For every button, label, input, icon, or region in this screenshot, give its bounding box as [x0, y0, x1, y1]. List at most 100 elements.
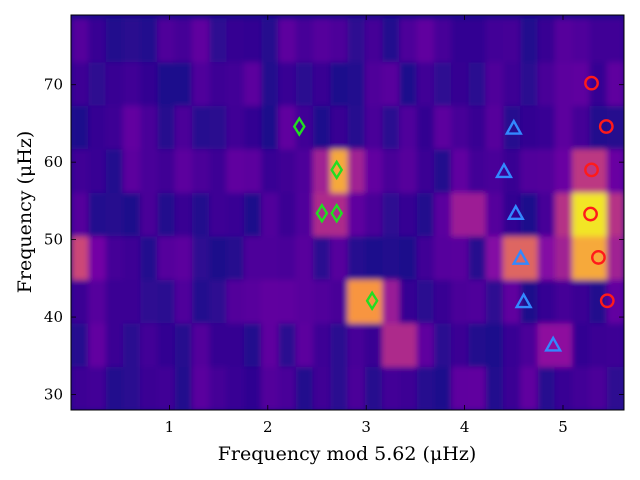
heatmap-cell — [520, 366, 539, 410]
heatmap-cell — [278, 366, 297, 410]
heatmap-cell — [451, 18, 469, 63]
heatmap-cell — [537, 18, 556, 63]
heatmap-cell — [71, 148, 89, 193]
heatmap-cell — [330, 366, 348, 410]
heatmap-cell — [312, 366, 331, 410]
heatmap-cell — [382, 148, 400, 193]
heatmap-cell — [589, 192, 608, 237]
heatmap-cell — [191, 192, 210, 237]
heatmap-cell — [71, 105, 89, 150]
heatmap-cell — [485, 18, 504, 63]
heatmap-cell — [572, 18, 590, 63]
heatmap-cell — [606, 192, 624, 237]
heatmap-cell — [157, 322, 176, 367]
y-tick-label: 50 — [44, 231, 63, 249]
heatmap-cell — [261, 18, 279, 63]
heatmap-cell — [88, 61, 107, 106]
heatmap-cell — [451, 322, 469, 367]
heatmap-cell — [589, 18, 608, 63]
heatmap-cell — [122, 322, 141, 367]
heatmap-cell — [520, 18, 539, 63]
heatmap-cell — [554, 192, 573, 237]
heatmap-cell — [226, 279, 245, 324]
heatmap-cell — [364, 279, 383, 324]
heatmap-cell — [174, 61, 193, 106]
heatmap-cell — [140, 279, 158, 324]
heatmap-cell — [191, 235, 210, 280]
heatmap-cell — [191, 366, 210, 410]
heatmap-cell — [503, 279, 521, 324]
heatmap-cell — [71, 192, 89, 237]
heatmap-cell — [451, 279, 469, 324]
heatmap-cell — [312, 322, 331, 367]
heatmap-cell — [364, 235, 383, 280]
heatmap-cell — [71, 322, 89, 367]
heatmap-cell — [382, 18, 400, 63]
heatmap-cell — [209, 61, 228, 106]
heatmap-cell — [174, 105, 193, 150]
heatmap-cell — [88, 18, 107, 63]
heatmap-cell — [243, 192, 262, 237]
heatmap-cell — [347, 235, 366, 280]
heatmap-cell — [416, 148, 435, 193]
power-heatmap — [71, 15, 624, 410]
heatmap-cell — [209, 18, 228, 63]
heatmap-cell — [399, 105, 418, 150]
circle-marker — [598, 119, 614, 134]
heatmap-cell — [520, 322, 539, 367]
heatmap-cell — [364, 322, 383, 367]
diamond-marker — [365, 290, 379, 312]
heatmap-cell — [209, 148, 228, 193]
heatmap-cell — [157, 279, 176, 324]
heatmap-cell — [157, 61, 176, 106]
heatmap-cell — [71, 235, 89, 280]
heatmap-cell — [243, 105, 262, 150]
heatmap-cell — [209, 279, 228, 324]
heatmap-cell — [174, 192, 193, 237]
heatmap-cell — [105, 192, 124, 237]
heatmap-cell — [191, 279, 210, 324]
heatmap-cell — [572, 366, 590, 410]
heatmap-cell — [330, 105, 348, 150]
heatmap-cell — [503, 235, 521, 280]
heatmap-cell — [554, 18, 573, 63]
heatmap-cell — [589, 322, 608, 367]
heatmap-cell — [209, 235, 228, 280]
heatmap-cell — [554, 279, 573, 324]
heatmap-cell — [399, 192, 418, 237]
heatmap-cell — [364, 148, 383, 193]
heatmap-cell — [433, 322, 452, 367]
x-tick-label: 4 — [460, 418, 470, 436]
heatmap-cell — [226, 366, 245, 410]
triangle-marker — [494, 161, 514, 179]
heatmap-cell — [433, 148, 452, 193]
triangle-marker — [504, 118, 523, 135]
heatmap-cell — [554, 61, 573, 106]
heatmap-cell — [416, 192, 435, 237]
heatmap-cell — [589, 279, 608, 324]
heatmap-cell — [399, 18, 418, 63]
heatmap-cell — [433, 192, 452, 237]
heatmap-cell — [364, 18, 383, 63]
heatmap-cell — [554, 235, 573, 280]
heatmap-cell — [416, 61, 435, 106]
heatmap-cell — [174, 279, 193, 324]
heatmap-cell — [399, 366, 418, 410]
heatmap-cell — [416, 322, 435, 367]
heatmap-cell — [503, 322, 521, 367]
y-tick-label: 30 — [44, 386, 63, 404]
heatmap-cell — [606, 235, 624, 280]
heatmap-cell — [71, 61, 89, 106]
heatmap-cell — [312, 279, 331, 324]
heatmap-cell — [347, 322, 366, 367]
heatmap-cell — [572, 192, 590, 237]
heatmap-cell — [416, 279, 435, 324]
heatmap-cell — [606, 148, 624, 193]
heatmap-cell — [347, 279, 366, 324]
heatmap-cell — [191, 61, 210, 106]
heatmap-cell — [71, 279, 89, 324]
heatmap-cell — [485, 366, 504, 410]
heatmap-cell — [105, 322, 124, 367]
heatmap-cell — [606, 366, 624, 410]
heatmap-cell — [503, 105, 521, 150]
